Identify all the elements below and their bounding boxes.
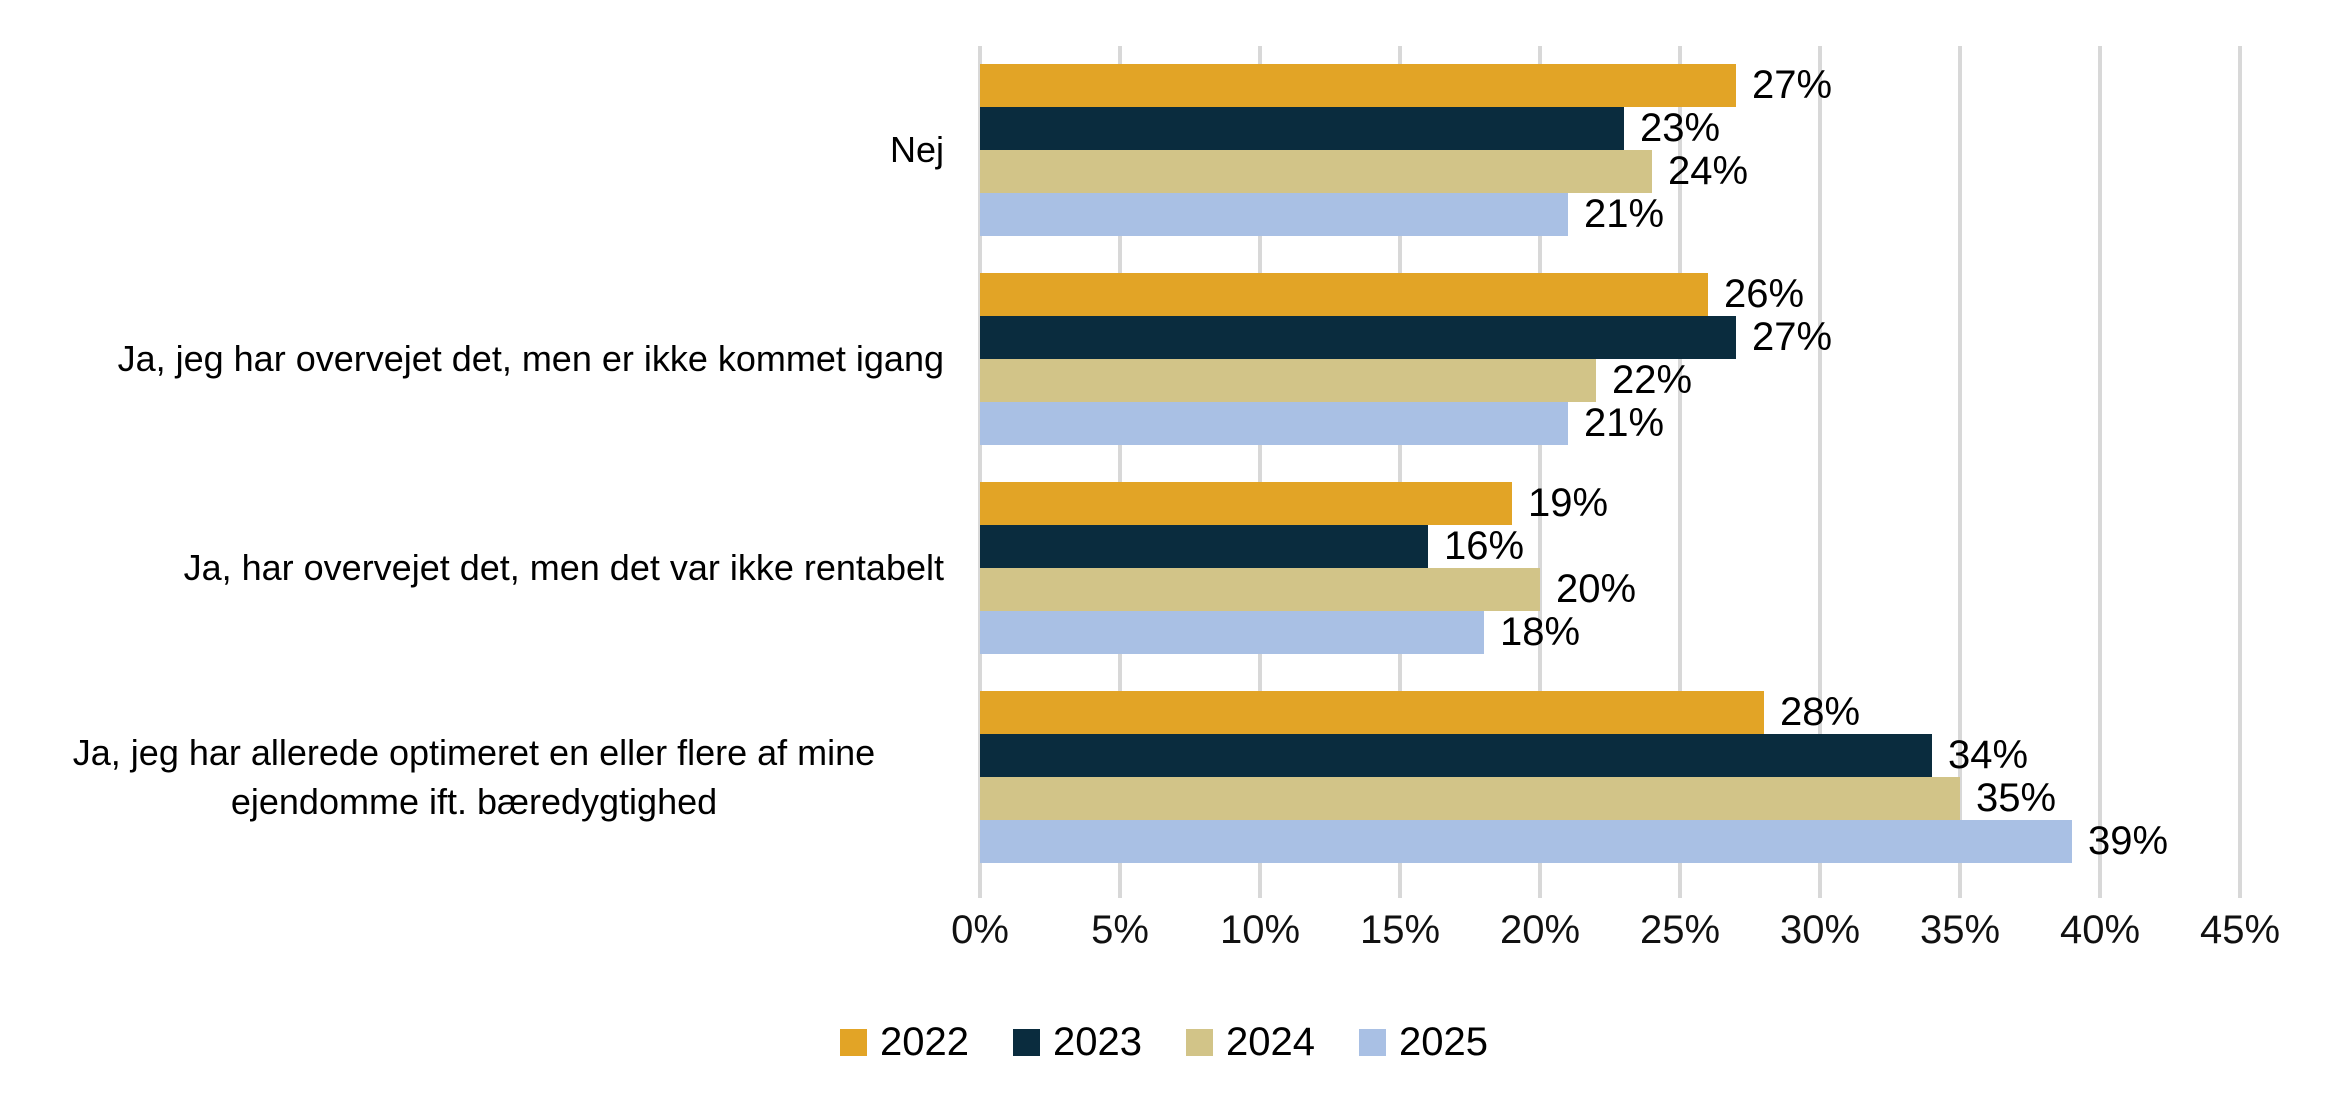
category-label-text: Ja, jeg har overvejet det, men er ikke k…	[117, 338, 944, 380]
bar-2025	[980, 820, 2072, 863]
plot-area: 27% 23% 24% 21% 26% 27% 22% 21% 19% 16% 20% 18% 28% 3…	[978, 46, 2242, 898]
legend-swatch-icon	[840, 1029, 868, 1056]
bar-2024	[980, 150, 1652, 193]
bar-2025	[980, 193, 1568, 236]
legend-label: 2022	[880, 1020, 970, 1064]
bar-value-label: 21%	[1584, 192, 1665, 236]
legend-label: 2024	[1226, 1020, 1315, 1064]
bar-value-label: 16%	[1444, 524, 1525, 568]
x-tick-label: 35%	[1919, 908, 2001, 952]
category-group: 27% 23% 24% 21%	[980, 46, 2240, 255]
legend-swatch-icon	[1013, 1029, 1041, 1056]
legend-label: 2025	[1398, 1020, 1488, 1064]
bar-value-label: 20%	[1556, 567, 1637, 611]
bar-2025	[980, 402, 1568, 445]
category-group: 28% 34% 35% 39%	[980, 673, 2240, 882]
bar-2023	[980, 734, 1932, 777]
bar-2023	[980, 525, 1428, 568]
bar-2024	[980, 568, 1540, 611]
category-label-text: Ja, jeg har allerede optimeret en eller …	[72, 731, 876, 822]
legend-item: 2025	[1358, 1020, 1488, 1065]
category-group: 19% 16% 20% 18%	[980, 464, 2240, 673]
bar-value-label: 39%	[2088, 819, 2169, 863]
bar-value-label: 28%	[1780, 690, 1861, 734]
category-label: Ja, jeg har allerede optimeret en eller …	[0, 673, 970, 882]
bar-2024	[980, 359, 1596, 402]
category-label: Nej	[0, 46, 970, 255]
category-label: Ja, jeg har overvejet det, men er ikke k…	[0, 255, 970, 464]
x-tick-label: 45%	[2199, 908, 2281, 952]
x-tick-label: 20%	[1499, 908, 1581, 952]
bar-2022	[980, 691, 1764, 734]
category-group: 26% 27% 22% 21%	[980, 255, 2240, 464]
legend-label: 2023	[1053, 1020, 1142, 1064]
gridline	[1958, 46, 1962, 898]
bar-value-label: 24%	[1668, 149, 1749, 193]
gridline	[1398, 46, 1402, 898]
x-tick-label: 0%	[951, 908, 1009, 952]
gridline	[1678, 46, 1682, 898]
legend-item: 2024	[1186, 1020, 1315, 1065]
category-label: Ja, har overvejet det, men det var ikke …	[0, 464, 970, 673]
legend-item: 2022	[840, 1020, 969, 1065]
bar-value-label: 19%	[1528, 481, 1609, 525]
x-tick-label: 15%	[1359, 908, 1441, 952]
bar-2022	[980, 64, 1736, 107]
x-tick-label: 30%	[1779, 908, 1861, 952]
legend-item: 2023	[1013, 1020, 1142, 1065]
gridline	[978, 46, 982, 898]
x-tick-label: 25%	[1639, 908, 1721, 952]
bar-value-label: 27%	[1752, 315, 1833, 359]
bar-value-label: 18%	[1500, 610, 1581, 654]
gridline	[1818, 46, 1822, 898]
bar-2022	[980, 273, 1708, 316]
category-axis: Nej Ja, jeg har overvejet det, men er ik…	[0, 46, 970, 882]
bar-value-label: 26%	[1724, 272, 1805, 316]
bar-2023	[980, 316, 1736, 359]
bar-value-label: 35%	[1976, 776, 2057, 820]
category-label-text: Ja, har overvejet det, men det var ikke …	[183, 547, 944, 589]
gridline	[2098, 46, 2102, 898]
bar-2023	[980, 107, 1624, 150]
bar-value-label: 23%	[1640, 106, 1721, 150]
gridline	[2238, 46, 2242, 898]
bar-2022	[980, 482, 1512, 525]
gridline	[1258, 46, 1262, 898]
x-axis: 0% 5% 10% 15% 20% 25% 30% 35% 40% 45%	[0, 908, 2328, 964]
x-tick-label: 5%	[1091, 908, 1149, 952]
legend-swatch-icon	[1186, 1029, 1213, 1056]
bar-value-label: 27%	[1752, 63, 1833, 107]
bar-value-label: 34%	[1948, 733, 2029, 777]
category-label-text: Nej	[889, 129, 944, 171]
legend-swatch-icon	[1358, 1029, 1386, 1056]
gridline	[1118, 46, 1122, 898]
bar-value-label: 22%	[1612, 358, 1693, 402]
x-tick-label: 10%	[1219, 908, 1301, 952]
bar-2024	[980, 777, 1960, 820]
bar-2025	[980, 611, 1484, 654]
legend: 2022 2023 2024 2025	[0, 1020, 2328, 1065]
bar-value-label: 21%	[1584, 401, 1665, 445]
gridline	[1538, 46, 1542, 898]
x-tick-label: 40%	[2059, 908, 2141, 952]
